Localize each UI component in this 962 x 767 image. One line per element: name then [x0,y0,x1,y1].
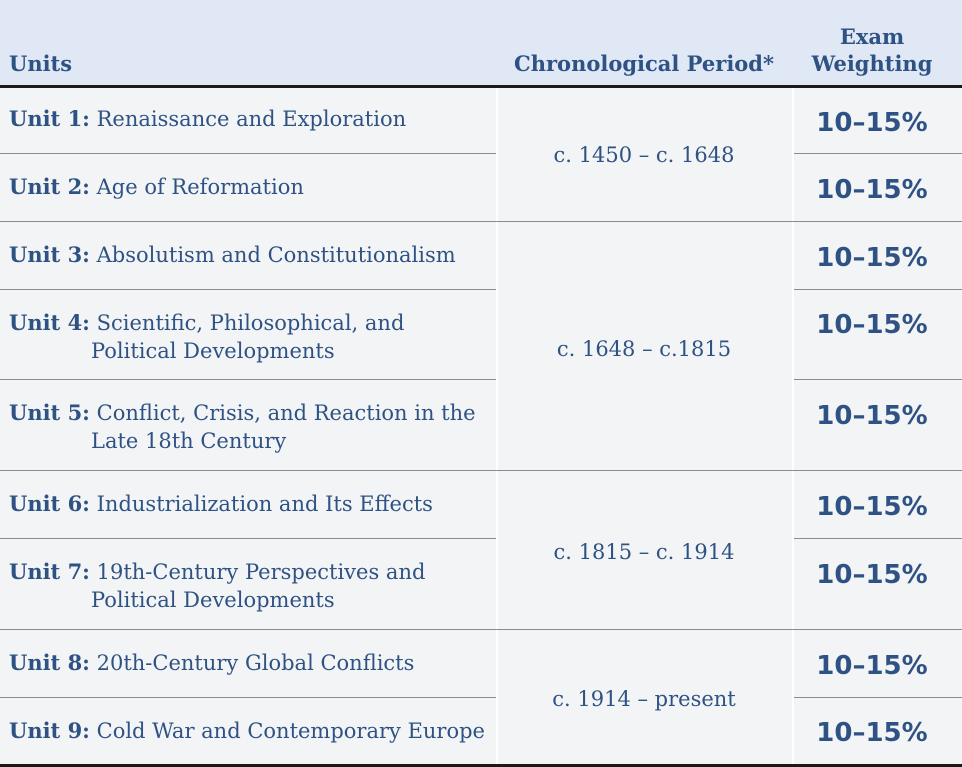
unit-1-weighting: 10–15% [816,108,928,138]
row-divider [0,697,496,698]
unit-7-weighting: 10–15% [816,560,928,590]
unit-5-weighting: 10–15% [816,401,928,431]
unit-9-weighting: 10–15% [816,718,928,748]
header-rule [0,85,962,88]
unit-5-title: Unit 5: Conflict, Crisis, and Reaction i… [9,400,476,453]
unit-8-title: Unit 8: 20th-Century Global Conflicts [9,650,415,675]
row-divider [0,538,496,539]
row-divider [0,153,496,154]
unit-6-title: Unit 6: Industrialization and Its Effect… [9,491,433,516]
period-2: c. 1648 – c.1815 [556,337,732,361]
row-divider [0,379,496,380]
unit-8-weighting: 10–15% [816,651,928,681]
group-divider [0,470,962,471]
bottom-rule [0,764,962,767]
header-units: Units [9,51,73,76]
period-3: c. 1815 – c. 1914 [553,540,735,564]
column-divider [792,88,794,767]
row-divider [794,153,962,154]
header-exam-weighting: Exam Weighting [811,24,933,76]
row-divider [794,697,962,698]
row-divider [794,379,962,380]
period-1: c. 1450 – c. 1648 [553,143,735,167]
unit-6-weighting: 10–15% [816,492,928,522]
unit-3-weighting: 10–15% [816,243,928,273]
unit-1-title: Unit 1: Renaissance and Exploration [9,106,407,131]
unit-9-title: Unit 9: Cold War and Contemporary Europe [9,718,485,743]
table-header [0,0,962,85]
group-divider [0,629,962,630]
row-divider [0,289,496,290]
unit-7-title: Unit 7: 19th-Century Perspectives and Po… [9,559,426,612]
unit-2-title: Unit 2: Age of Reformation [9,174,304,199]
unit-2-weighting: 10–15% [816,175,928,205]
row-divider [794,538,962,539]
header-chronological-period: Chronological Period* [514,51,774,76]
column-divider [496,88,498,767]
row-divider [794,289,962,290]
unit-4-title: Unit 4: Scientific, Philosophical, and P… [9,310,405,363]
period-4: c. 1914 – present [552,687,736,711]
unit-4-weighting: 10–15% [816,310,928,340]
unit-3-title: Unit 3: Absolutism and Constitutionalism [9,242,456,267]
group-divider [0,221,962,222]
